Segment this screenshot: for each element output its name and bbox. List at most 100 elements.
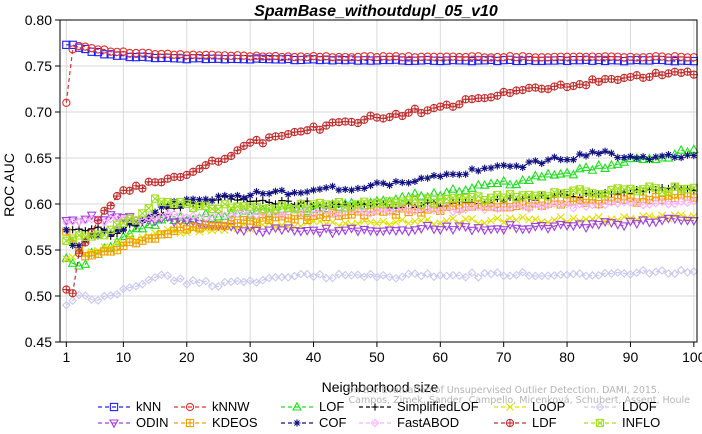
data-point: [391, 210, 401, 219]
data-point: [354, 184, 362, 192]
legend-label: ODIN: [136, 415, 169, 430]
data-point: [131, 223, 141, 233]
data-point: [493, 52, 502, 62]
data-point: [530, 170, 541, 180]
data-point: [119, 47, 128, 56]
data-point: [397, 272, 407, 282]
data-point: [62, 226, 70, 234]
data-point: [619, 222, 630, 232]
data-point: [188, 275, 198, 285]
data-point: [492, 225, 503, 235]
x-tick-label: 60: [433, 349, 449, 365]
data-point: [670, 199, 680, 209]
data-point: [360, 52, 369, 61]
y-tick-label: 0.60: [25, 196, 52, 212]
data-point: [366, 52, 375, 61]
legend-label: kNNW: [212, 399, 250, 414]
data-point: [467, 202, 477, 212]
data-point: [372, 219, 381, 228]
legend-item-kNNW: kNNW: [174, 399, 250, 414]
data-point: [391, 218, 400, 227]
data-point: [676, 144, 687, 154]
data-point: [581, 202, 591, 212]
data-point: [423, 269, 432, 279]
data-point: [360, 115, 369, 124]
data-point: [650, 218, 661, 228]
data-point: [252, 218, 261, 227]
data-point: [423, 52, 432, 61]
data-point: [530, 271, 540, 281]
x-tick-label: 100: [682, 349, 702, 365]
data-point: [403, 227, 414, 237]
legend-marker: [185, 418, 195, 428]
data-point: [309, 210, 318, 219]
data-point: [366, 209, 375, 218]
legend-label: LOF: [319, 399, 344, 414]
data-point: [207, 54, 217, 63]
data-point: [550, 52, 559, 62]
series-LDOF: [61, 265, 699, 310]
data-point: [131, 52, 141, 62]
data-point: [600, 200, 610, 210]
data-point: [303, 215, 312, 225]
data-point: [315, 269, 325, 279]
data-point: [506, 162, 514, 170]
data-point: [284, 52, 293, 61]
data-point: [371, 227, 382, 237]
data-point: [271, 272, 280, 282]
data-point: [530, 222, 541, 232]
data-point: [473, 224, 484, 234]
data-point: [581, 55, 591, 64]
data-point: [150, 234, 160, 243]
data-point: [321, 224, 332, 234]
data-point: [607, 149, 616, 157]
legend-label: KDEOS: [212, 415, 258, 430]
x-tick-label: 20: [179, 349, 195, 365]
data-point: [309, 51, 318, 61]
data-point: [176, 50, 185, 59]
data-point: [524, 52, 534, 62]
data-point: [221, 191, 229, 200]
data-point: [612, 220, 623, 230]
data-point: [657, 266, 667, 275]
x-tick-label: 80: [559, 349, 575, 365]
data-point: [233, 191, 242, 200]
data-point: [340, 226, 351, 236]
data-point: [176, 274, 185, 284]
data-point: [670, 52, 679, 61]
data-point: [593, 220, 604, 230]
data-point: [417, 56, 426, 65]
data-point: [252, 51, 261, 60]
data-point: [449, 170, 457, 178]
legend-label: LDF: [532, 415, 557, 430]
data-point: [195, 278, 204, 288]
data-point: [333, 227, 344, 236]
data-point: [569, 55, 578, 65]
data-point: [525, 158, 533, 166]
data-point: [341, 52, 350, 62]
data-point: [690, 151, 698, 160]
data-point: [169, 218, 180, 228]
data-point: [436, 52, 445, 61]
data-point: [321, 273, 331, 283]
data-point: [689, 212, 698, 221]
data-point: [252, 210, 261, 220]
data-point: [619, 53, 629, 62]
data-point: [309, 186, 318, 194]
data-point: [322, 52, 331, 61]
data-point: [569, 52, 578, 61]
data-point: [74, 249, 84, 258]
data-point: [118, 231, 129, 241]
data-point: [429, 52, 439, 61]
data-point: [379, 114, 388, 123]
data-point: [328, 273, 337, 283]
data-point: [569, 203, 578, 213]
legend-label: INFLO: [622, 415, 660, 430]
data-point: [125, 186, 134, 195]
data-point: [600, 52, 610, 61]
data-point: [189, 195, 197, 203]
data-point: [353, 118, 363, 128]
data-point: [416, 190, 427, 200]
data-point: [347, 186, 356, 194]
data-point: [80, 291, 90, 301]
